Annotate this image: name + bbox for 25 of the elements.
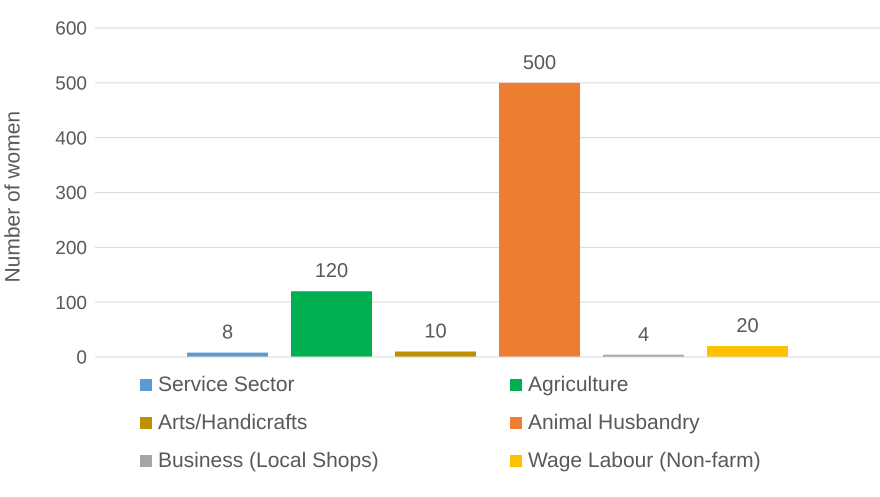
y-tick-label: 100 bbox=[55, 292, 87, 314]
bar bbox=[707, 346, 788, 357]
y-tick-label: 400 bbox=[55, 128, 87, 150]
bar bbox=[291, 291, 372, 357]
y-axis-title: Number of women bbox=[1, 110, 24, 282]
y-tick-label: 600 bbox=[55, 18, 87, 40]
data-label: 10 bbox=[424, 320, 447, 343]
y-tick-label: 300 bbox=[55, 183, 87, 204]
data-label: 120 bbox=[314, 260, 348, 282]
bar bbox=[499, 82, 580, 357]
legend-label: Wage Labour (Non-farm) bbox=[528, 449, 761, 473]
legend-label: Agriculture bbox=[528, 373, 628, 397]
bar bbox=[187, 352, 268, 357]
legend-label: Animal Husbandry bbox=[528, 411, 700, 435]
data-label: 8 bbox=[222, 322, 234, 344]
y-tick-label: 200 bbox=[55, 238, 87, 260]
legend-label: Business (Local Shops) bbox=[158, 449, 379, 473]
y-tick-label: 0 bbox=[76, 348, 87, 369]
y-tick-label: 500 bbox=[55, 74, 87, 95]
legend-label: Arts/Handicrafts bbox=[158, 411, 308, 435]
legend-label: Service Sector bbox=[158, 373, 295, 397]
data-label: 4 bbox=[638, 324, 650, 346]
data-label: 500 bbox=[522, 52, 556, 74]
data-label: 20 bbox=[736, 315, 759, 338]
bar bbox=[395, 352, 476, 357]
